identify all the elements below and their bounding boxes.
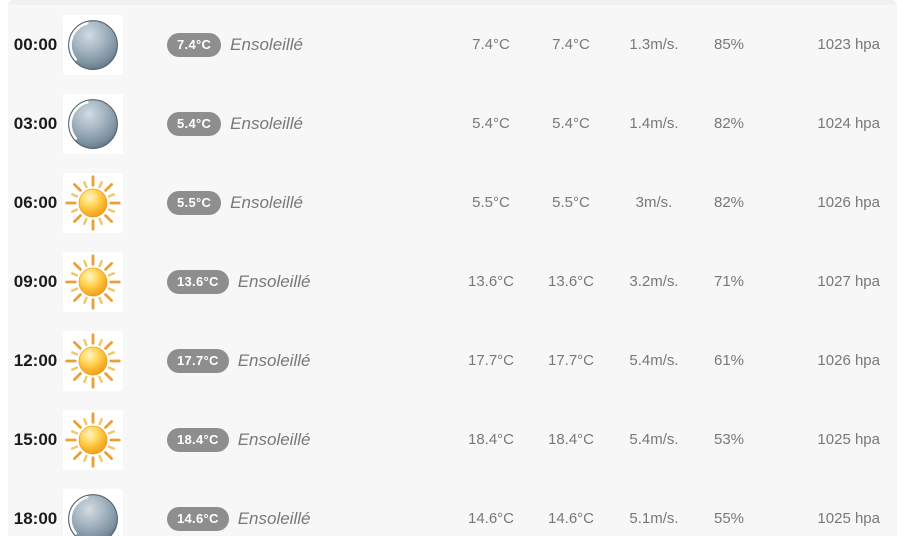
weather-icon-cell: [63, 172, 123, 233]
pressure-value: 1025 hpa: [817, 431, 880, 448]
weather-icon-box: [63, 93, 123, 154]
pressure-value: 1025 hpa: [817, 510, 880, 527]
temperature-2-value: 13.6°C: [547, 273, 595, 290]
humidity-value: 82%: [713, 115, 745, 132]
condition-cell: 5.4°C Ensoleillé: [123, 111, 453, 136]
humidity-value: 61%: [713, 352, 745, 369]
time-label: 09:00: [13, 271, 58, 291]
weather-icon-box: [63, 251, 123, 312]
pressure-value: 1023 hpa: [817, 36, 880, 53]
moon-icon: [68, 493, 118, 536]
condition-cell: 13.6°C Ensoleillé: [123, 269, 453, 294]
pressure-value: 1024 hpa: [817, 115, 880, 132]
wind-speed-value: 1.4m/s.: [629, 115, 679, 132]
table-row: 00:00: [8, 5, 897, 84]
temperature-1-value: 5.5°C: [472, 194, 510, 211]
temperature-1-value: 7.4°C: [472, 36, 510, 53]
condition-cell: 5.5°C Ensoleillé: [123, 190, 453, 215]
temperature-1-value: 18.4°C: [467, 431, 515, 448]
temperature-badge: 7.4°C: [167, 32, 222, 57]
moon-icon: [68, 98, 118, 149]
wind-speed-value: 5.1m/s.: [629, 510, 679, 527]
hourly-forecast-panel: 00:00: [8, 0, 897, 536]
weather-icon-cell: [63, 93, 123, 154]
pressure-value: 1026 hpa: [817, 352, 880, 369]
humidity-value: 55%: [713, 510, 745, 527]
temperature-badge: 18.4°C: [167, 427, 229, 452]
table-row: 06:00: [8, 163, 897, 242]
temperature-badge: 14.6°C: [167, 506, 229, 531]
temperature-2-value: 5.5°C: [552, 194, 590, 211]
condition-cell: 18.4°C Ensoleillé: [123, 427, 453, 452]
wind-speed-value: 5.4m/s.: [629, 352, 679, 369]
temperature-badge: 17.7°C: [167, 348, 229, 373]
table-row: 09:00: [8, 242, 897, 321]
temperature-2-value: 17.7°C: [547, 352, 595, 369]
temperature-1-value: 17.7°C: [467, 352, 515, 369]
pressure-value: 1026 hpa: [817, 194, 880, 211]
condition-label: Ensoleillé: [230, 192, 303, 212]
table-row: 15:00: [8, 400, 897, 479]
table-row: 03:00: [8, 84, 897, 163]
weather-icon-cell: [63, 251, 123, 312]
wind-speed-value: 1.3m/s.: [629, 36, 679, 53]
temperature-2-value: 18.4°C: [547, 431, 595, 448]
sun-icon: [65, 411, 121, 468]
weather-icon-cell: [63, 488, 123, 536]
weather-icon-box: [63, 330, 123, 391]
weather-icon-box: [63, 172, 123, 233]
time-label: 15:00: [13, 429, 58, 449]
humidity-value: 85%: [713, 36, 745, 53]
weather-icon-cell: [63, 14, 123, 75]
condition-label: Ensoleillé: [237, 271, 311, 291]
temperature-badge: 5.4°C: [167, 111, 222, 136]
weather-icon-cell: [63, 409, 123, 470]
sun-icon: [65, 332, 121, 389]
temperature-2-value: 7.4°C: [552, 36, 590, 53]
condition-label: Ensoleillé: [230, 113, 303, 133]
weather-icon-box: [63, 14, 123, 75]
condition-label: Ensoleillé: [237, 429, 311, 449]
weather-icon-cell: [63, 330, 123, 391]
table-row: 12:00: [8, 321, 897, 400]
forecast-table: 00:00: [8, 5, 897, 536]
condition-cell: 17.7°C Ensoleillé: [123, 348, 453, 373]
humidity-value: 82%: [713, 194, 745, 211]
temperature-1-value: 5.4°C: [472, 115, 510, 132]
wind-speed-value: 3m/s.: [635, 194, 673, 211]
humidity-value: 53%: [713, 431, 745, 448]
temperature-badge: 5.5°C: [167, 190, 222, 215]
condition-cell: 14.6°C Ensoleillé: [123, 506, 453, 531]
condition-cell: 7.4°C Ensoleillé: [123, 32, 453, 57]
temperature-1-value: 13.6°C: [467, 273, 515, 290]
moon-icon: [68, 19, 118, 70]
time-label: 12:00: [13, 350, 58, 370]
sun-icon: [65, 174, 121, 231]
wind-speed-value: 3.2m/s.: [629, 273, 679, 290]
wind-speed-value: 5.4m/s.: [629, 431, 679, 448]
temperature-1-value: 14.6°C: [467, 510, 515, 527]
temperature-2-value: 14.6°C: [547, 510, 595, 527]
table-row: 18:00: [8, 479, 897, 536]
condition-label: Ensoleillé: [237, 350, 311, 370]
condition-label: Ensoleillé: [237, 508, 311, 528]
time-label: 03:00: [13, 113, 58, 133]
pressure-value: 1027 hpa: [817, 273, 880, 290]
time-label: 00:00: [13, 34, 58, 54]
time-label: 18:00: [13, 508, 58, 528]
humidity-value: 71%: [713, 273, 745, 290]
weather-icon-box: [63, 488, 123, 536]
condition-label: Ensoleillé: [230, 34, 303, 54]
time-label: 06:00: [13, 192, 58, 212]
weather-icon-box: [63, 409, 123, 470]
sun-icon: [65, 253, 121, 310]
temperature-badge: 13.6°C: [167, 269, 229, 294]
temperature-2-value: 5.4°C: [552, 115, 590, 132]
